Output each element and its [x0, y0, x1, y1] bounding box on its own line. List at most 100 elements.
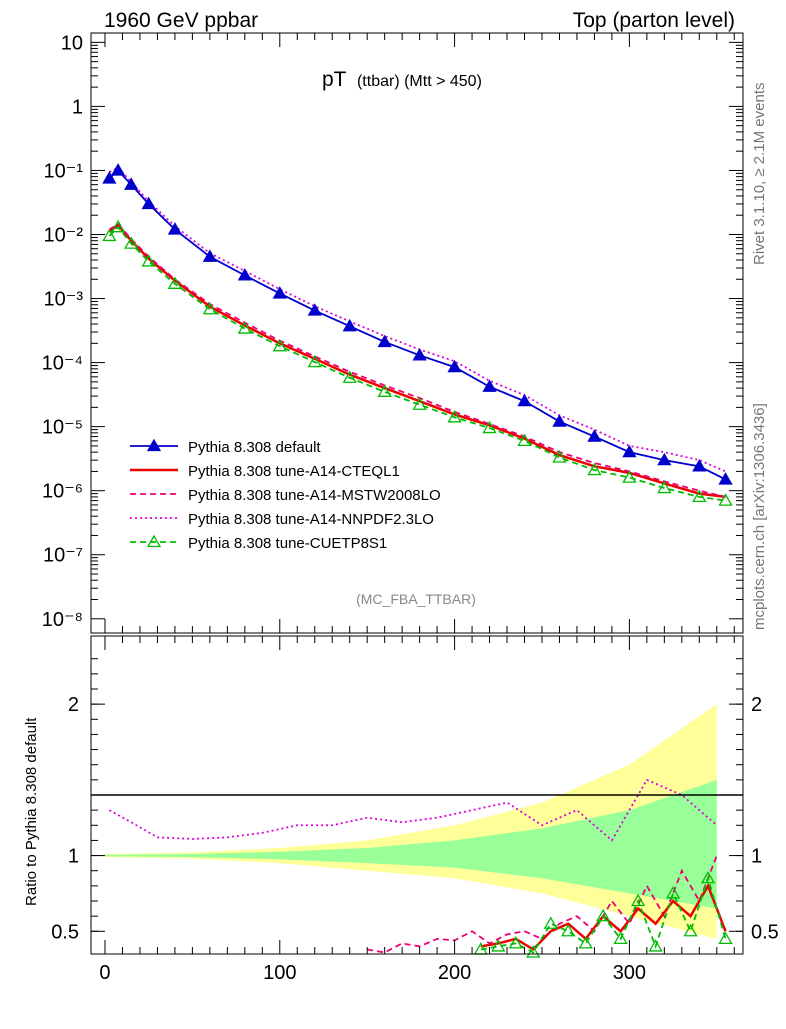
ratio-series-4-marker	[631, 893, 646, 907]
ratio-series-4-marker	[578, 936, 593, 949]
main-series-1-marker	[272, 286, 287, 299]
ratio-series-4-marker	[596, 908, 611, 922]
main-series-1-marker	[718, 472, 733, 485]
main-series-5-marker	[692, 489, 707, 503]
plot-title-main: pT	[322, 68, 347, 91]
main-plot-frame	[90, 32, 744, 634]
ratio-series-4-marker	[543, 916, 558, 929]
main-y-tick-label: 10⁻⁶	[42, 481, 83, 503]
main-series-1-marker	[587, 429, 602, 442]
main-series-1-marker	[237, 268, 252, 281]
ratio-series-4-marker	[683, 923, 698, 937]
legend-label-1: Pythia 8.308 default	[188, 439, 321, 456]
ratio-x-tick-label: 100	[263, 962, 296, 984]
main-series-5-marker	[237, 321, 252, 334]
main-series-1-marker	[202, 249, 217, 262]
main-series-5-marker	[167, 276, 183, 289]
ratio-series-4-marker	[613, 931, 628, 945]
site-label: mcplots.cern.ch [arXiv:1306.3436]	[751, 403, 768, 630]
main-series-1-marker	[377, 334, 392, 348]
ratio-y-tick-label-left: 0.5	[51, 921, 79, 943]
main-series-1-marker	[447, 359, 462, 373]
ratio-series-4-marker	[700, 870, 716, 884]
main-series-5-marker	[141, 254, 156, 267]
main-series-5-marker	[102, 228, 117, 242]
ratio-y-tick-label-right: 1	[751, 846, 762, 868]
ratio-x-tick-label: 0	[99, 962, 110, 984]
main-series-5-marker	[622, 470, 637, 483]
main-series-5-marker	[110, 219, 126, 233]
main-y-tick-label: 10⁻¹	[44, 160, 84, 182]
main-series-1-marker	[141, 196, 156, 210]
main-series-1-marker	[307, 303, 322, 316]
main-y-tick-label: 10⁻²	[44, 225, 84, 247]
main-series-5-marker	[517, 433, 532, 447]
main-y-tick-label: 10⁻⁷	[43, 545, 83, 567]
ratio-series-line-2	[367, 855, 718, 954]
ratio-uncertainty-bands	[104, 704, 717, 939]
main-series-line-2	[108, 223, 726, 499]
main-series-1-marker	[517, 393, 532, 407]
header-right: Top (parton level)	[573, 9, 735, 32]
analysis-label: (MC_FBA_TTBAR)	[356, 591, 476, 607]
ratio-series-line-1	[108, 778, 718, 842]
main-series-line-4	[108, 166, 726, 473]
ratio-y-tick-label-left: 1	[68, 846, 79, 868]
main-y-tick-label: 10	[61, 32, 83, 54]
main-series-1-marker	[124, 177, 139, 190]
series-markers	[102, 163, 733, 958]
legend-marker-1	[146, 438, 162, 452]
ratio-series-4-marker	[491, 939, 506, 952]
ratio-series-4-marker	[718, 931, 733, 945]
ratio-series-4-marker	[665, 886, 681, 899]
legend-label-5: Pythia 8.308 tune-CUETP8S1	[188, 535, 387, 552]
main-series-5-marker	[587, 462, 602, 476]
main-series-5-marker	[202, 301, 217, 315]
ratio-x-tick-label: 300	[613, 962, 646, 984]
main-series-1-marker	[552, 414, 567, 427]
legend-label-3: Pythia 8.308 tune-A14-MSTW2008LO	[188, 487, 441, 504]
main-y-tick-label: 10⁻⁵	[42, 417, 83, 439]
plot-title: pT (ttbar) (Mtt > 450)	[322, 68, 482, 91]
ratio-band-2	[104, 779, 717, 909]
ratio-series-4-marker	[526, 945, 541, 958]
ratio-y-tick-label-right: 2	[751, 694, 762, 716]
legend-label-2: Pythia 8.308 tune-A14-CTEQL1	[188, 463, 400, 480]
ratio-y-tick-label-right: 0.5	[751, 921, 779, 943]
main-series-1-marker	[692, 459, 707, 472]
ratio-series-4-marker	[648, 939, 663, 952]
ratio-y-axis-label: Ratio to Pythia 8.308 default	[23, 717, 40, 906]
ratio-x-tick-label: 200	[438, 962, 471, 984]
header-left: 1960 GeV ppbar	[104, 9, 258, 32]
legend-label-4: Pythia 8.308 tune-A14-NNPDF2.3LO	[188, 511, 434, 528]
main-series-line-5	[108, 225, 726, 502]
main-y-tick-label: 10⁻³	[44, 289, 84, 311]
rivet-label: Rivet 3.1.10, ≥ 2.1M events	[751, 83, 768, 266]
main-series-1-marker	[622, 444, 637, 458]
main-series-5-marker	[718, 493, 733, 506]
main-series-1-marker	[342, 318, 357, 332]
main-series-1-marker	[102, 171, 117, 184]
main-series-5-marker	[412, 397, 427, 410]
main-series-5-marker	[307, 354, 322, 368]
main-series-1-marker	[657, 452, 672, 466]
axes: 10 1 10⁻¹ 10⁻² 10⁻³ 10⁻⁴ 10⁻⁵ 10⁻⁶ 10⁻⁷ 10⁻⁸ 0 100 2…	[42, 32, 779, 984]
plot-title-sub: (ttbar) (Mtt > 450)	[357, 73, 482, 90]
main-series-5-marker	[447, 409, 462, 423]
ratio-series-4-marker	[508, 936, 523, 949]
main-series-1-marker	[412, 347, 427, 361]
main-series-line-1	[108, 169, 726, 481]
main-series-5-marker	[342, 370, 357, 383]
main-series-5-marker	[124, 236, 139, 249]
main-y-tick-label: 10⁻⁸	[42, 609, 83, 631]
main-series-5-marker	[377, 384, 392, 397]
main-y-tick-label: 1	[72, 96, 83, 118]
legend-marker-5	[146, 534, 162, 548]
main-series-5-marker	[272, 338, 287, 352]
main-y-tick-label: 10⁻⁴	[42, 353, 83, 375]
legend: Pythia 8.308 default Pythia 8.308 tune-A1…	[130, 438, 441, 552]
main-series-1-marker	[482, 379, 497, 392]
ratio-y-tick-label-left: 2	[68, 694, 79, 716]
main-series-5-marker	[657, 480, 672, 494]
